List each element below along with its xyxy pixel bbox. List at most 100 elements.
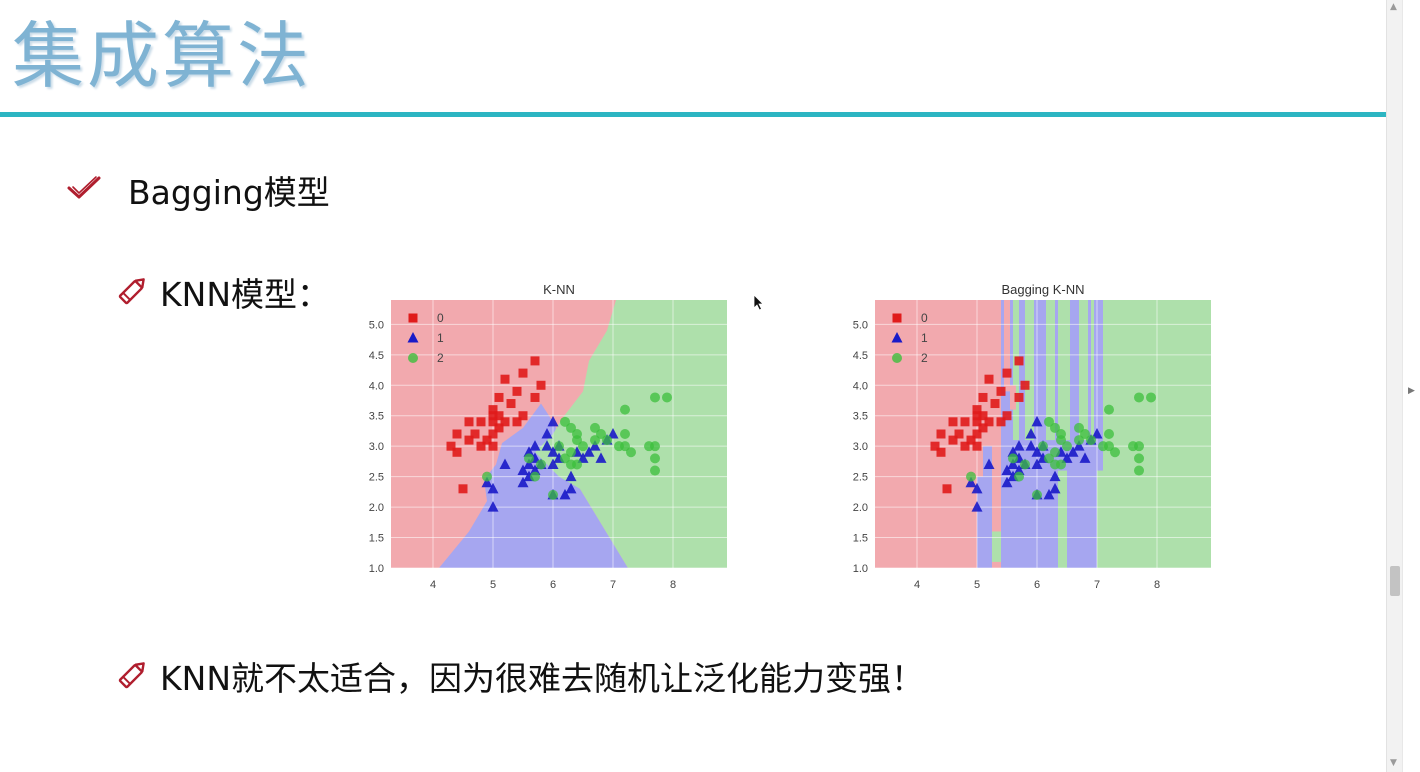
data-point-class-1: [541, 428, 553, 439]
data-point-class-1: [1025, 440, 1037, 451]
expand-arrow-icon[interactable]: ▶: [1408, 386, 1415, 396]
data-point-class-1: [565, 470, 577, 482]
data-point-class-1: [1013, 440, 1025, 451]
legend-label: 0: [437, 311, 444, 325]
data-point-class-0: [972, 417, 982, 427]
data-point-class-1: [971, 482, 983, 494]
data-point-class-0: [978, 423, 988, 433]
legend-marker: [408, 353, 418, 363]
legend-marker: [892, 353, 902, 363]
data-point-class-1: [481, 476, 493, 488]
data-point-class-2: [1074, 422, 1084, 433]
data-point-class-2: [1086, 435, 1096, 446]
sub-bullet-knn: KNN模型：: [116, 268, 330, 316]
data-point-class-2: [482, 471, 492, 482]
legend-label: 1: [921, 331, 928, 345]
data-point-class-0: [978, 411, 988, 421]
sub-bullet-text: KNN就不太适合，因为很难去随机让泛化能力变强！: [160, 659, 925, 698]
y-tick-label: 2.5: [369, 472, 384, 484]
data-point-class-2: [560, 416, 570, 427]
chart-title: K-NN: [543, 282, 575, 297]
y-tick-label: 2.0: [853, 502, 868, 514]
data-point-class-2: [602, 435, 612, 446]
data-point-class-2: [620, 404, 630, 415]
legend-marker: [407, 332, 419, 343]
region-class-2: [1025, 300, 1034, 441]
data-point-class-1: [517, 476, 529, 488]
data-point-class-2: [1044, 416, 1054, 427]
data-point-class-2: [1050, 422, 1060, 433]
data-point-class-0: [518, 368, 528, 378]
scroll-down-icon[interactable]: ▼: [1390, 758, 1397, 768]
data-point-class-0: [512, 386, 522, 396]
region-class-2: [1058, 470, 1067, 568]
y-tick-label: 4.5: [369, 350, 384, 362]
region-class-2: [1079, 300, 1088, 441]
scrollbar-thumb[interactable]: [1390, 566, 1400, 596]
data-point-class-2: [966, 471, 976, 482]
data-point-class-0: [500, 417, 510, 427]
data-point-class-2: [650, 453, 660, 464]
y-tick-label: 2.0: [369, 502, 384, 514]
data-point-class-2: [560, 453, 570, 464]
legend-marker: [408, 313, 418, 323]
data-point-class-2: [1104, 404, 1114, 415]
data-point-class-0: [936, 429, 946, 439]
data-point-class-0: [488, 441, 498, 451]
data-point-class-1: [1043, 488, 1055, 500]
pencil-icon: [116, 273, 150, 311]
y-tick-label: 4.0: [369, 380, 384, 392]
data-point-class-1: [547, 446, 559, 457]
data-point-class-0: [464, 417, 474, 427]
data-point-class-1: [487, 501, 499, 512]
data-point-class-0: [936, 447, 946, 457]
data-point-class-0: [972, 429, 982, 439]
x-tick-label: 5: [974, 579, 980, 591]
data-point-class-0: [996, 417, 1006, 427]
data-point-class-1: [487, 482, 499, 494]
scroll-up-icon[interactable]: ▲: [1390, 2, 1397, 12]
data-point-class-2: [1134, 453, 1144, 464]
data-point-class-0: [996, 386, 1006, 396]
data-point-class-2: [1134, 392, 1144, 403]
y-tick-label: 1.0: [369, 563, 384, 575]
data-point-class-0: [476, 441, 486, 451]
data-point-class-0: [494, 411, 504, 421]
data-point-class-2: [650, 441, 660, 452]
legend-marker: [892, 313, 902, 323]
region-class-0: [1010, 385, 1016, 410]
data-point-class-0: [536, 380, 546, 390]
data-point-class-1: [1049, 482, 1061, 494]
data-point-class-2: [578, 441, 588, 452]
y-tick-label: 1.5: [853, 533, 868, 545]
data-point-class-0: [1014, 392, 1024, 402]
data-point-class-0: [960, 441, 970, 451]
data-point-class-2: [572, 459, 582, 470]
data-point-class-1: [559, 488, 571, 500]
y-tick-label: 5.0: [853, 319, 868, 331]
data-point-class-1: [529, 464, 541, 476]
data-point-class-1: [583, 446, 595, 457]
data-point-class-1: [1031, 415, 1043, 427]
data-point-class-0: [470, 429, 480, 439]
data-point-class-2: [1104, 429, 1114, 439]
data-point-class-2: [524, 453, 534, 464]
data-point-class-2: [650, 392, 660, 403]
data-point-class-1: [1025, 428, 1037, 439]
data-point-class-2: [1080, 429, 1090, 439]
data-point-class-2: [1056, 459, 1066, 470]
data-point-class-2: [620, 429, 630, 439]
data-point-class-2: [1146, 392, 1156, 403]
data-point-class-1: [1067, 446, 1079, 457]
data-point-class-1: [1001, 476, 1013, 488]
data-point-class-2: [620, 441, 630, 452]
x-tick-label: 7: [1094, 579, 1100, 591]
data-point-class-2: [1074, 435, 1084, 446]
data-point-class-2: [626, 447, 636, 458]
data-point-class-0: [990, 399, 1000, 409]
data-point-class-1: [1031, 446, 1043, 457]
data-point-class-0: [482, 435, 492, 445]
data-point-class-0: [506, 399, 516, 409]
vertical-scrollbar[interactable]: ▲ ▼: [1386, 0, 1402, 772]
data-point-class-2: [1038, 441, 1048, 452]
